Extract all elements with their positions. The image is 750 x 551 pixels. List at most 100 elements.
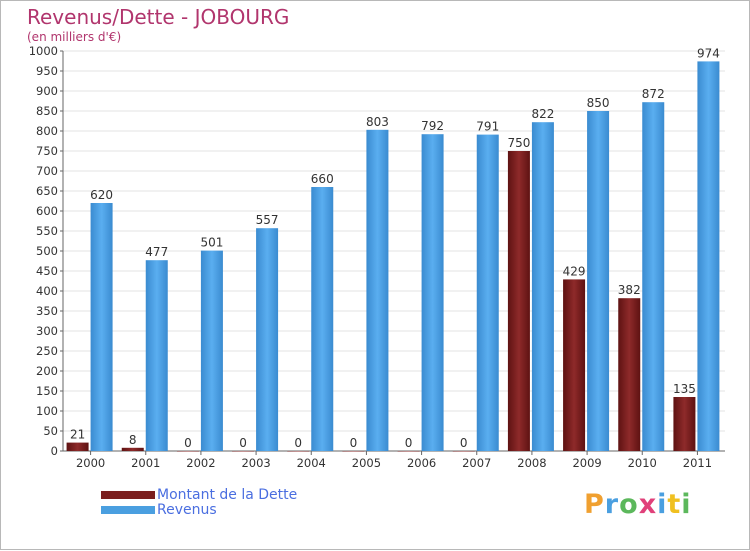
data-label-revenus-2000: 620	[90, 188, 113, 202]
data-label-revenus-2004: 660	[311, 172, 334, 186]
data-label-revenus-2009: 850	[587, 96, 610, 110]
x-tick-label: 2006	[407, 456, 436, 470]
data-label-revenus-2002: 501	[200, 236, 223, 250]
data-label-revenus-2001: 477	[145, 245, 168, 259]
logo-letter: i	[681, 489, 692, 520]
bar-revenus-2010	[642, 102, 665, 451]
data-label-dette-2009: 429	[563, 264, 586, 278]
y-tick-label: 700	[36, 164, 58, 178]
y-tick-label: 550	[36, 224, 58, 238]
bar-revenus-2009	[587, 111, 610, 451]
logo-letter: r	[604, 489, 620, 520]
x-tick-label: 2002	[186, 456, 215, 470]
bar-dette-2005	[342, 451, 365, 452]
data-label-revenus-2008: 822	[531, 107, 554, 121]
bar-dette-2003	[232, 451, 255, 452]
chart-title: Revenus/Dette - JOBOURG	[27, 5, 290, 29]
chart-subtitle: (en milliers d'€)	[27, 30, 122, 44]
y-tick-label: 900	[36, 84, 58, 98]
bar-revenus-2002	[200, 250, 223, 451]
data-label-dette-2004: 0	[294, 436, 302, 450]
data-label-dette-2011: 135	[673, 382, 696, 396]
data-label-revenus-2011: 974	[697, 46, 720, 60]
bar-dette-2007	[452, 451, 475, 452]
bar-revenus-2001	[145, 260, 168, 451]
data-label-dette-2010: 382	[618, 283, 641, 297]
legend-swatch-revenus	[101, 505, 155, 514]
y-tick-label: 950	[36, 64, 58, 78]
x-tick-label: 2003	[241, 456, 270, 470]
x-tick-label: 2008	[517, 456, 546, 470]
legend-item-revenus: Revenus	[101, 501, 297, 518]
bar-revenus-2011	[697, 61, 720, 452]
bar-dette-2000	[66, 442, 89, 451]
bar-revenus-2000	[90, 203, 113, 451]
bar-dette-2008	[507, 151, 530, 451]
y-tick-label: 400	[36, 284, 58, 298]
bar-dette-2009	[563, 279, 586, 451]
bar-dette-2010	[618, 298, 641, 451]
data-label-dette-2001: 8	[129, 433, 137, 447]
bar-revenus-2005	[366, 129, 389, 452]
bar-dette-2004	[287, 451, 310, 452]
y-tick-label: 800	[36, 124, 58, 138]
x-tick-label: 2000	[76, 456, 105, 470]
legend-item-dette: Montant de la Dette	[101, 486, 298, 503]
data-label-dette-2005: 0	[350, 436, 358, 450]
y-tick-label: 1000	[29, 44, 58, 58]
bar-dette-2011	[673, 397, 696, 451]
data-label-revenus-2007: 791	[476, 120, 499, 134]
data-label-dette-2003: 0	[239, 436, 247, 450]
proxiti-logo: Proxiti	[584, 489, 692, 520]
logo-letter: P	[584, 489, 605, 520]
legend-label-dette: Montant de la Dette	[157, 486, 298, 503]
bar-revenus-2006	[421, 134, 444, 451]
data-label-revenus-2010: 872	[642, 87, 665, 101]
x-tick-label: 2005	[352, 456, 381, 470]
x-tick-label: 2010	[628, 456, 657, 470]
x-tick-label: 2007	[462, 456, 491, 470]
data-label-revenus-2003: 557	[256, 213, 279, 227]
y-tick-label: 850	[36, 104, 58, 118]
legend-label-revenus: Revenus	[157, 501, 217, 518]
logo-letter: t	[667, 489, 682, 520]
logo-letter: x	[638, 489, 658, 520]
data-label-dette-2007: 0	[460, 436, 468, 450]
x-tick-label: 2004	[297, 456, 326, 470]
logo-letter: o	[619, 489, 639, 520]
data-label-revenus-2005: 803	[366, 115, 389, 129]
data-label-dette-2006: 0	[405, 436, 413, 450]
y-tick-label: 100	[36, 404, 58, 418]
y-tick-label: 350	[36, 304, 58, 318]
data-label-dette-2002: 0	[184, 436, 192, 450]
data-label-dette-2008: 750	[507, 136, 530, 150]
x-tick-label: 2009	[572, 456, 601, 470]
y-tick-label: 250	[36, 344, 58, 358]
data-label-dette-2000: 21	[70, 428, 85, 442]
bar-dette-2001	[121, 447, 144, 451]
y-tick-label: 450	[36, 264, 58, 278]
y-tick-label: 150	[36, 384, 58, 398]
chart-legend: Montant de la Dette Revenus	[101, 486, 298, 518]
y-tick-label: 600	[36, 204, 58, 218]
bar-revenus-2008	[531, 122, 554, 451]
bar-dette-2006	[397, 451, 420, 452]
bar-revenus-2003	[256, 228, 279, 451]
legend-swatch-dette	[101, 490, 155, 499]
data-label-revenus-2006: 792	[421, 119, 444, 133]
x-tick-label: 2011	[683, 456, 712, 470]
y-tick-label: 50	[43, 424, 58, 438]
bar-revenus-2004	[311, 187, 334, 451]
bar-dette-2002	[176, 451, 199, 452]
y-tick-label: 500	[36, 244, 58, 258]
y-tick-label: 200	[36, 364, 58, 378]
y-tick-label: 650	[36, 184, 58, 198]
bar-revenus-2007	[476, 134, 499, 451]
logo-letter: i	[657, 489, 668, 520]
y-tick-label: 0	[51, 444, 58, 458]
y-tick-label: 300	[36, 324, 58, 338]
y-tick-label: 750	[36, 144, 58, 158]
x-tick-label: 2001	[131, 456, 160, 470]
